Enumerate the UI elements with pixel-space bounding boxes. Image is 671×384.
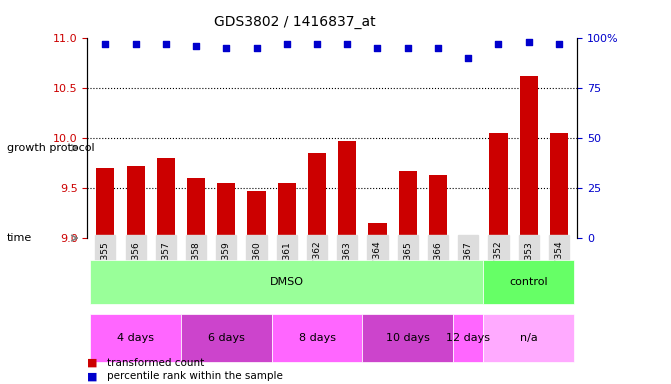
Text: GDS3802 / 1416837_at: GDS3802 / 1416837_at: [215, 15, 376, 29]
Text: 8 days: 8 days: [299, 333, 336, 343]
Bar: [157, 158, 175, 238]
Text: ■: ■: [87, 371, 98, 381]
Bar: [187, 178, 205, 238]
FancyBboxPatch shape: [181, 314, 272, 362]
Bar: [217, 183, 236, 238]
Point: [523, 39, 534, 45]
Point: [493, 41, 504, 48]
Text: growth protocol: growth protocol: [7, 143, 95, 153]
Point: [130, 41, 141, 48]
Point: [311, 41, 322, 48]
Bar: [550, 133, 568, 238]
FancyBboxPatch shape: [91, 260, 483, 304]
Text: 12 days: 12 days: [446, 333, 491, 343]
Text: n/a: n/a: [520, 333, 537, 343]
Point: [191, 43, 201, 50]
Point: [342, 41, 353, 48]
Text: percentile rank within the sample: percentile rank within the sample: [107, 371, 283, 381]
Text: ■: ■: [87, 358, 98, 368]
FancyBboxPatch shape: [453, 314, 483, 362]
Bar: [399, 171, 417, 238]
Text: time: time: [7, 233, 32, 243]
Text: 4 days: 4 days: [117, 333, 154, 343]
Bar: [519, 76, 537, 238]
FancyBboxPatch shape: [483, 314, 574, 362]
Point: [281, 41, 292, 48]
FancyBboxPatch shape: [362, 314, 453, 362]
Point: [433, 45, 444, 51]
Point: [372, 45, 383, 51]
Point: [463, 55, 474, 61]
Bar: [308, 153, 326, 238]
Point: [251, 45, 262, 51]
Point: [100, 41, 111, 48]
Text: DMSO: DMSO: [270, 277, 304, 287]
FancyBboxPatch shape: [483, 260, 574, 304]
Bar: [338, 141, 356, 238]
Point: [403, 45, 413, 51]
Bar: [97, 168, 115, 238]
Point: [221, 45, 231, 51]
FancyBboxPatch shape: [272, 314, 362, 362]
Bar: [278, 183, 296, 238]
Bar: [459, 235, 477, 238]
Text: control: control: [509, 277, 548, 287]
Point: [160, 41, 171, 48]
Bar: [429, 175, 447, 238]
Text: 10 days: 10 days: [386, 333, 429, 343]
Text: transformed count: transformed count: [107, 358, 205, 368]
Bar: [248, 191, 266, 238]
Bar: [127, 166, 145, 238]
Bar: [489, 133, 507, 238]
Text: 6 days: 6 days: [208, 333, 245, 343]
Point: [554, 41, 564, 48]
Bar: [368, 223, 386, 238]
FancyBboxPatch shape: [91, 314, 181, 362]
